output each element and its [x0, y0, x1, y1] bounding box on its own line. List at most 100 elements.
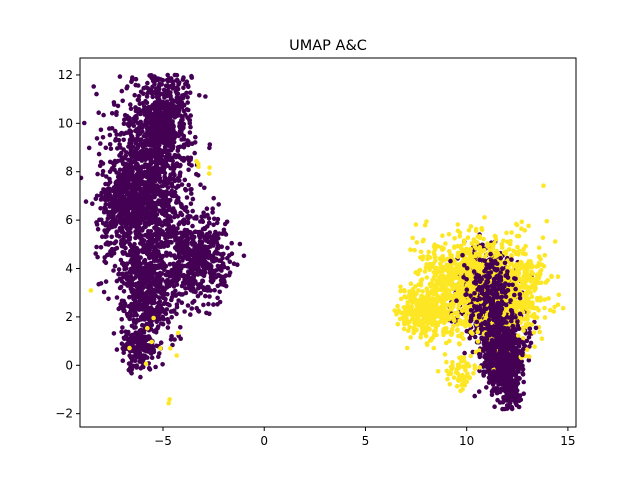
scatter-point	[122, 117, 127, 122]
scatter-point	[94, 136, 100, 141]
scatter-point	[215, 245, 221, 251]
scatter-point	[475, 339, 481, 344]
scatter-point	[111, 100, 117, 105]
scatter-point	[107, 204, 113, 209]
scatter-point	[153, 208, 158, 213]
scatter-point	[171, 134, 176, 139]
scatter-point	[101, 112, 106, 118]
scatter-point	[198, 182, 203, 187]
scatter-point	[109, 166, 114, 172]
scatter-point	[127, 141, 132, 146]
scatter-point	[169, 182, 174, 188]
scatter-point	[206, 264, 211, 270]
scatter-point	[107, 176, 112, 182]
scatter-point	[147, 73, 152, 78]
scatter-point	[153, 163, 159, 169]
scatter-point	[154, 190, 160, 196]
scatter-point	[122, 170, 128, 175]
scatter-point	[132, 174, 138, 180]
scatter-point	[116, 178, 121, 183]
scatter-point	[126, 304, 131, 309]
scatter-point	[145, 210, 151, 215]
scatter-point	[162, 138, 167, 143]
scatter-point	[477, 368, 482, 374]
scatter-point	[119, 341, 125, 347]
scatter-point	[114, 230, 119, 235]
scatter-point	[426, 249, 432, 255]
scatter-point	[178, 113, 184, 119]
scatter-point	[178, 201, 184, 207]
scatter-point	[144, 342, 149, 348]
scatter-point	[172, 115, 178, 120]
scatter-point	[207, 142, 213, 147]
scatter-point	[175, 183, 181, 189]
scatter-point	[165, 155, 171, 161]
scatter-point	[167, 261, 173, 267]
scatter-point	[185, 303, 191, 308]
scatter-point	[140, 358, 146, 364]
scatter-point	[465, 235, 471, 240]
scatter-point	[197, 242, 203, 247]
scatter-point	[165, 191, 171, 196]
scatter-point	[404, 345, 410, 351]
scatter-point	[134, 284, 140, 290]
scatter-point	[138, 374, 143, 380]
scatter-point	[98, 245, 104, 250]
scatter-point	[136, 97, 142, 103]
scatter-point	[196, 309, 202, 314]
scatter-point	[489, 392, 495, 398]
scatter-point	[152, 160, 158, 165]
scatter-point	[172, 337, 177, 342]
scatter-point	[154, 212, 160, 217]
scatter-point	[159, 240, 164, 245]
scatter-point	[176, 244, 181, 249]
scatter-point	[166, 136, 172, 141]
scatter-point	[158, 321, 164, 326]
scatter-point	[160, 162, 165, 168]
scatter-point	[130, 222, 135, 227]
scatter-point	[126, 236, 132, 242]
scatter-point	[184, 195, 190, 200]
scatter-point	[138, 186, 143, 191]
scatter-point	[90, 201, 95, 206]
scatter-point	[174, 278, 180, 284]
scatter-point	[144, 94, 150, 99]
scatter-point	[191, 286, 196, 291]
scatter-point	[164, 307, 170, 312]
scatter-point	[144, 347, 149, 353]
scatter-point	[184, 79, 190, 84]
scatter-point	[190, 196, 196, 202]
scatter-point	[168, 218, 174, 224]
scatter-point	[137, 305, 143, 311]
scatter-point	[221, 263, 226, 269]
scatter-point	[158, 309, 163, 314]
scatter-point	[119, 243, 125, 249]
scatter-point	[98, 127, 104, 133]
scatter-point	[181, 85, 186, 91]
scatter-point	[181, 108, 187, 114]
scatter-point	[159, 277, 165, 282]
scatter-point	[183, 290, 189, 296]
scatter-point	[183, 240, 188, 245]
scatter-point	[177, 131, 182, 136]
scatter-point	[121, 194, 127, 200]
scatter-point	[144, 115, 150, 121]
scatter-point	[185, 247, 191, 252]
scatter-point	[214, 220, 220, 226]
scatter-point	[119, 317, 124, 322]
scatter-point	[207, 270, 213, 276]
scatter-point	[195, 229, 201, 235]
scatter-point	[513, 399, 518, 404]
scatter-point	[212, 250, 217, 256]
scatter-point	[140, 339, 146, 345]
scatter-point	[137, 131, 143, 136]
scatter-point	[103, 187, 109, 193]
scatter-point	[113, 207, 119, 213]
scatter-point	[172, 253, 177, 259]
scatter-point	[188, 124, 193, 130]
scatter-point	[504, 389, 509, 394]
scatter-point	[133, 76, 139, 82]
scatter-point	[100, 172, 105, 177]
scatter-point	[131, 218, 136, 223]
scatter-point	[186, 84, 191, 90]
